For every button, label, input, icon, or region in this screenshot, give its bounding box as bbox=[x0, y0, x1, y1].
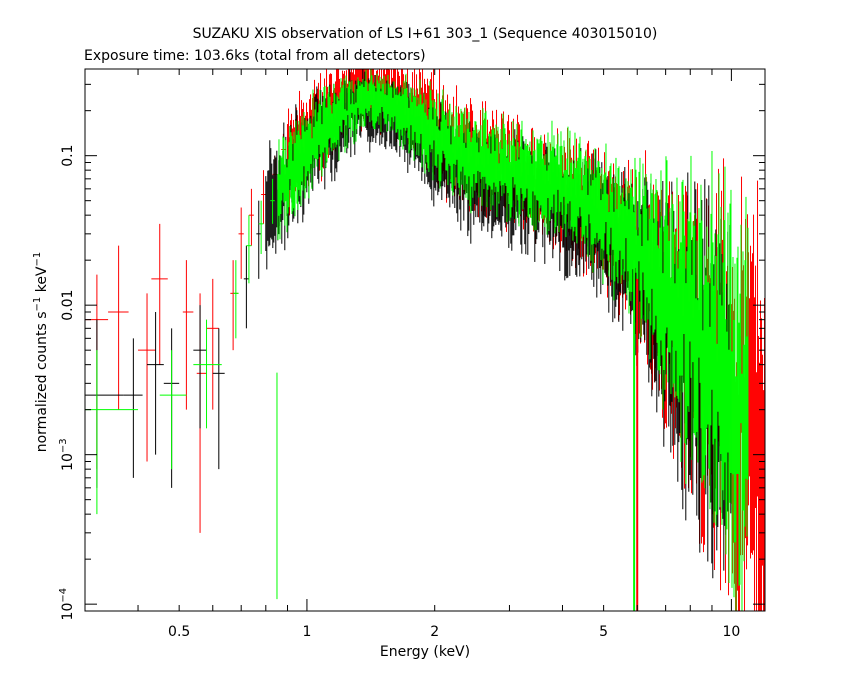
data-point bbox=[147, 312, 164, 455]
data-point bbox=[243, 245, 249, 329]
y-axis-label: normalized counts s−1 keV−1 bbox=[32, 252, 50, 453]
data-point bbox=[182, 260, 194, 410]
data-point bbox=[123, 338, 143, 478]
x-tick-label: 1 bbox=[302, 624, 311, 640]
y-tick-label: 10−4 bbox=[58, 588, 76, 621]
data-point bbox=[270, 178, 275, 224]
data-point bbox=[193, 319, 222, 429]
data-point bbox=[206, 278, 219, 410]
data-point bbox=[151, 223, 168, 365]
data-point bbox=[261, 170, 266, 224]
x-tick-label: 2 bbox=[430, 624, 439, 640]
y-tick-label: 10−3 bbox=[58, 438, 76, 471]
axis-ticks: 0.5 1 2 5 10 0.1 0.01 10−3 10−4 bbox=[58, 69, 765, 640]
data-point bbox=[246, 215, 252, 284]
x-axis-label: Energy (keV) bbox=[380, 644, 470, 660]
data-point bbox=[196, 293, 207, 533]
x-tick-label: 5 bbox=[599, 624, 608, 640]
data-point bbox=[138, 293, 156, 462]
data-point bbox=[233, 260, 239, 339]
spectrum-band bbox=[276, 69, 749, 611]
series-2 bbox=[85, 69, 749, 611]
y-axis-label-sup2: −1 bbox=[32, 252, 43, 267]
chart-title: SUZAKU XIS observation of LS I+61 303_1 … bbox=[193, 26, 658, 42]
y-axis-label-mid: keV bbox=[34, 266, 50, 297]
chart-subtitle: Exposure time: 103.6ks (total from all d… bbox=[84, 48, 426, 64]
x-tick-label: 10 bbox=[722, 624, 740, 640]
y-tick-label: 0.01 bbox=[60, 290, 76, 321]
y-axis-label-sup1: −1 bbox=[32, 297, 43, 312]
data-point bbox=[238, 207, 244, 279]
y-tick-label: 0.1 bbox=[60, 145, 76, 167]
data-point bbox=[108, 245, 129, 410]
data-point bbox=[85, 350, 139, 515]
x-tick-label: 0.5 bbox=[168, 624, 190, 640]
data-point bbox=[85, 319, 124, 488]
data-point bbox=[230, 260, 239, 351]
plot-area bbox=[85, 69, 766, 611]
data-point bbox=[159, 350, 187, 470]
y-axis-label-main: normalized counts s bbox=[34, 311, 50, 452]
data-point bbox=[248, 188, 254, 246]
data-point bbox=[193, 305, 207, 429]
plot-frame bbox=[84, 68, 766, 612]
data-point bbox=[212, 328, 225, 470]
data-point bbox=[256, 200, 262, 279]
data-point bbox=[258, 200, 264, 254]
